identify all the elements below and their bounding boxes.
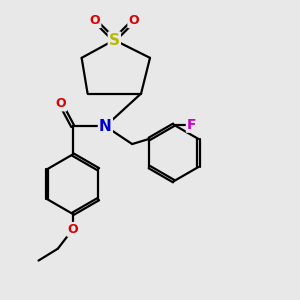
Text: F: F: [187, 118, 196, 132]
Text: O: O: [128, 14, 139, 27]
Text: O: O: [68, 223, 78, 236]
Text: O: O: [56, 98, 66, 110]
Text: N: N: [99, 119, 112, 134]
Text: O: O: [90, 14, 100, 27]
Text: S: S: [109, 32, 120, 47]
